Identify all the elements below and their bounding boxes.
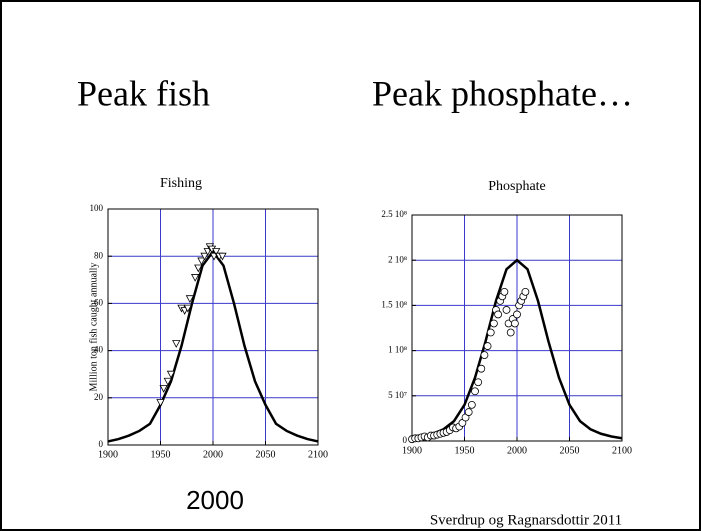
point <box>200 252 209 261</box>
point <box>521 287 530 296</box>
point <box>489 319 498 328</box>
y-tick-label: 0 <box>99 439 104 449</box>
point <box>172 340 181 348</box>
y-tick-label: 20 <box>94 392 104 402</box>
plot-frame <box>107 208 319 446</box>
point <box>156 399 165 407</box>
x-tick-label: 2000 <box>203 449 223 460</box>
point <box>474 378 483 387</box>
y-tick-label: 80 <box>94 250 104 260</box>
y-tick-label: 100 <box>90 203 104 213</box>
citation: Sverdrup og Ragnarsdottir 2011 <box>430 512 622 528</box>
chart-title: Fishing <box>160 176 202 191</box>
point <box>185 295 195 304</box>
x-tick-label: 2000 <box>507 445 527 456</box>
y-tick-label: 2.5 10⁸ <box>381 209 407 219</box>
x-tick-label: 1900 <box>402 445 422 456</box>
y-tick-label: 5 10⁷ <box>388 390 407 400</box>
y-tick-label: 60 <box>94 297 104 307</box>
caption: 2000 <box>186 485 244 515</box>
point <box>511 319 519 328</box>
point <box>506 328 515 337</box>
x-tick-label: 2100 <box>308 449 328 460</box>
heading: Peak fish <box>77 73 210 113</box>
point <box>159 384 168 393</box>
point <box>471 387 479 396</box>
heading: Peak phosphate… <box>372 73 633 113</box>
point <box>494 310 503 319</box>
point <box>467 400 476 409</box>
point <box>500 287 509 296</box>
x-tick-label: 1950 <box>455 445 475 456</box>
point <box>190 274 200 282</box>
point <box>486 328 495 337</box>
x-tick-label: 2050 <box>256 449 276 460</box>
curve <box>411 258 623 440</box>
point <box>211 248 221 256</box>
x-tick-label: 1950 <box>151 449 171 460</box>
x-tick-label: 1900 <box>98 449 118 460</box>
point <box>502 306 511 314</box>
y-tick-label: 1.5 10⁸ <box>381 299 407 309</box>
x-tick-label: 2100 <box>612 445 632 456</box>
y-tick-label: 40 <box>94 345 104 355</box>
y-tick-label: 1 10⁸ <box>388 345 407 355</box>
point <box>483 342 492 350</box>
point <box>197 257 206 266</box>
y-tick-label: 2 10⁸ <box>388 254 407 264</box>
point <box>480 351 489 360</box>
plot-frame <box>411 214 623 442</box>
point <box>218 252 227 261</box>
point <box>166 370 176 379</box>
point <box>163 377 173 386</box>
chart-title: Phosphate <box>488 179 546 194</box>
x-tick-label: 2050 <box>560 445 580 456</box>
point <box>513 310 521 319</box>
y-tick-label: 0 <box>403 435 408 445</box>
point <box>194 264 203 273</box>
point <box>477 364 486 373</box>
point <box>464 408 473 416</box>
y-axis-label: Million ton fish caught annually <box>88 263 99 392</box>
point <box>183 304 192 313</box>
